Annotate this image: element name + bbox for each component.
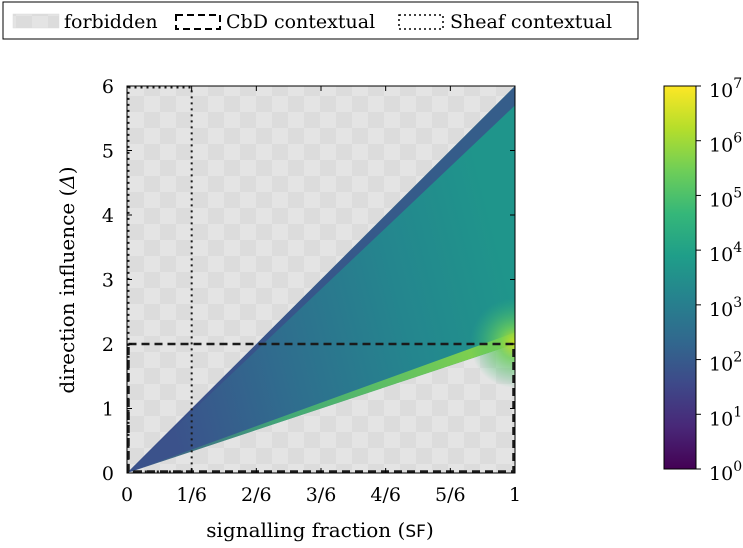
- colorbar-tick-label: 107: [709, 76, 742, 102]
- colorbar-ticks: 100 101 102 103 104 105 106 107: [696, 76, 742, 485]
- colorbar-tick-label: 106: [709, 131, 742, 157]
- legend-label-sheaf: Sheaf contextual: [450, 11, 612, 33]
- x-tick-label: 4/6: [370, 484, 401, 506]
- x-tick-label: 3/6: [306, 484, 337, 506]
- y-tick-label: 6: [102, 76, 114, 98]
- colorbar-tick-label: 101: [709, 404, 742, 430]
- colorbar-tick-label: 103: [709, 295, 742, 321]
- colorbar-tick-label: 105: [709, 185, 742, 211]
- colorbar-tick-label: 104: [709, 240, 742, 266]
- x-tick-label: 1: [509, 484, 521, 506]
- y-tick-label: 2: [102, 334, 114, 356]
- y-tick-label: 4: [102, 205, 114, 227]
- legend-label-forbidden: forbidden: [64, 11, 158, 33]
- x-axis-label: signalling fraction (SF): [206, 518, 434, 542]
- plot-area: [126, 85, 516, 474]
- y-axis-ticks: 0 1 2 3 4 5 6: [102, 76, 515, 485]
- legend: forbidden CbD contextual Sheaf contextua…: [2, 1, 639, 40]
- y-tick-label: 0: [102, 463, 114, 485]
- allowed-region-lower-edge: [127, 332, 515, 473]
- colorbar: 100 101 102 103 104 105 106 107: [663, 76, 742, 485]
- x-tick-label: 0: [121, 484, 133, 506]
- colorbar-gradient: [663, 85, 697, 470]
- legend-label-cbd: CbD contextual: [226, 11, 375, 33]
- x-axis-ticks: 0 1/6 2/6 3/6 4/6 5/6 1: [121, 86, 521, 506]
- legend-swatch-cbd: [175, 14, 221, 30]
- legend-swatch-sheaf: [398, 14, 444, 30]
- legend-swatch-forbidden: [12, 13, 60, 29]
- x-tick-label: 2/6: [241, 484, 272, 506]
- allowed-region-upper-edge: [127, 86, 515, 473]
- y-tick-label: 1: [102, 399, 114, 421]
- x-tick-label: 1/6: [176, 484, 207, 506]
- y-tick-label: 3: [102, 270, 114, 292]
- y-tick-label: 5: [102, 141, 114, 163]
- colorbar-tick-label: 102: [709, 350, 742, 376]
- legend-box: [2, 1, 639, 40]
- x-tick-label: 5/6: [435, 484, 466, 506]
- colorbar-tick-label: 100: [709, 459, 742, 485]
- y-axis-label: direction influence (Δ): [55, 166, 79, 393]
